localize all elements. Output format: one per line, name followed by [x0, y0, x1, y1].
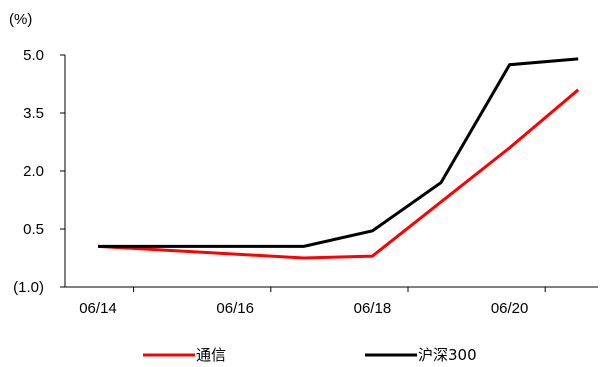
x-axis-ticks: 06/14 06/16 06/18 06/20 — [79, 287, 546, 317]
legend-label: 沪深300 — [418, 346, 477, 364]
x-tick-label: 06/14 — [79, 300, 117, 317]
series-lines — [97, 57, 580, 260]
y-tick-label: 0.5 — [23, 221, 44, 238]
legend-label: 通信 — [196, 346, 226, 364]
y-tick-label: 2.0 — [23, 163, 44, 180]
x-tick-label: 06/20 — [491, 300, 529, 317]
y-unit-label: (%) — [9, 11, 32, 28]
y-tick-label: (1.0) — [13, 279, 44, 296]
y-tick-label: 3.5 — [23, 105, 44, 122]
y-tick-label: 5.0 — [23, 47, 44, 64]
legend: 通信 沪深300 — [143, 346, 477, 364]
x-tick-label: 06/18 — [354, 300, 392, 317]
y-axis-ticks: 5.0 3.5 2.0 0.5 (1.0) — [13, 47, 65, 296]
x-tick-label: 06/16 — [216, 300, 254, 317]
axes — [64, 55, 598, 288]
series-line-0 — [97, 88, 580, 260]
series-line-1 — [98, 57, 579, 248]
